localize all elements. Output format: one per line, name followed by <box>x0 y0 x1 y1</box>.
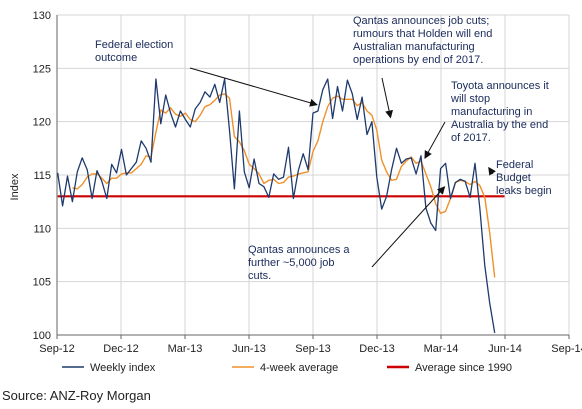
annotation-line: cuts. <box>248 270 271 282</box>
legend-item-4-week-average: 4-week average <box>232 362 338 374</box>
annotation-line: rumours that Holden will end <box>353 28 492 40</box>
annotation-text: Federal election outcome <box>95 39 173 64</box>
annotation-line: Australia by the end <box>451 119 548 131</box>
annotation-arrow <box>424 121 446 159</box>
annotation-line: outcome <box>95 52 137 64</box>
y-axis-label: Index <box>9 173 21 200</box>
legend-label: 4-week average <box>260 362 338 374</box>
series-lines <box>57 78 505 334</box>
annotation-budget: Federal Budget leaks begin <box>488 159 552 197</box>
legend-item-weekly-index: Weekly index <box>62 362 156 374</box>
annotation-line: Qantas announces a <box>248 244 350 256</box>
x-tick-label: Mar-13 <box>168 343 203 355</box>
annotation-line: operations by end of 2017. <box>353 54 483 66</box>
x-tick-label: Sep-12 <box>39 343 74 355</box>
legend: Weekly index 4-week average Average since … <box>62 362 512 374</box>
annotation-line: leaks begin <box>496 185 552 197</box>
annotation-line: Qantas announces job cuts; <box>353 15 489 27</box>
legend-item-average-since-1990: Average since 1990 <box>387 362 512 374</box>
x-tick-label: Sep-13 <box>295 343 330 355</box>
annotation-qantas1: Qantas announces job cuts; rumours that H… <box>353 15 492 119</box>
x-tick-label: Jun-13 <box>232 343 266 355</box>
series-line-weekly-index <box>57 78 496 334</box>
annotation-election: Federal election outcome <box>95 39 318 107</box>
x-tick-label: Jun-14 <box>488 343 522 355</box>
y-tick-label: 125 <box>33 63 51 75</box>
legend-label: Weekly index <box>90 362 156 374</box>
annotation-arrow <box>371 186 446 268</box>
annotation-text: Qantas announces a further ~5,000 job cuts… <box>248 244 350 282</box>
annotation-line: Federal election <box>95 39 173 51</box>
y-tick-label: 130 <box>33 10 51 22</box>
x-tick-label: Mar-14 <box>424 343 459 355</box>
annotation-arrow <box>189 67 318 107</box>
y-axis: 100 105 110 115 120 125 130 <box>33 10 51 342</box>
annotation-line: Budget <box>496 172 531 184</box>
annotation-line: manufacturing in <box>451 106 532 118</box>
series-line-4-week-average <box>72 93 496 278</box>
annotation-text: Toyota announces it will stop manufacturin… <box>450 80 549 144</box>
x-tick-label: Dec-12 <box>103 343 138 355</box>
annotation-line: will stop <box>450 93 490 105</box>
y-tick-label: 110 <box>33 223 51 235</box>
annotation-line: of 2017. <box>451 132 491 144</box>
chart: 100 105 110 115 120 125 130 Sep-12 Dec-12 Mar-13… <box>9 10 582 374</box>
x-axis: Sep-12 Dec-12 Mar-13 Jun-13 Sep-13 Dec-13 Mar-… <box>39 335 582 355</box>
annotations: Federal election outcome Qantas announces … <box>95 15 552 282</box>
annotation-toyota: Toyota announces it will stop manufacturin… <box>424 80 549 159</box>
annotation-arrow <box>381 77 393 119</box>
y-tick-label: 115 <box>33 170 51 182</box>
source-note: Source: ANZ-Roy Morgan <box>2 388 151 403</box>
x-tick-label: Sep-14 <box>551 343 582 355</box>
annotation-text: Federal Budget leaks begin <box>496 159 552 197</box>
annotation-line: further ~5,000 job <box>248 257 335 269</box>
annotation-line: Australian manufacturing <box>353 41 475 53</box>
y-tick-label: 100 <box>33 330 51 342</box>
x-tick-label: Dec-13 <box>359 343 394 355</box>
annotation-arrow <box>488 166 496 176</box>
legend-label: Average since 1990 <box>415 362 512 374</box>
y-tick-label: 120 <box>33 117 51 129</box>
annotation-text: Qantas announces job cuts; rumours that H… <box>353 15 492 66</box>
annotation-qantas2: Qantas announces a further ~5,000 job cuts… <box>248 186 446 282</box>
y-tick-label: 105 <box>33 277 51 289</box>
annotation-line: Federal <box>496 159 533 171</box>
annotation-line: Toyota announces it <box>451 80 549 92</box>
